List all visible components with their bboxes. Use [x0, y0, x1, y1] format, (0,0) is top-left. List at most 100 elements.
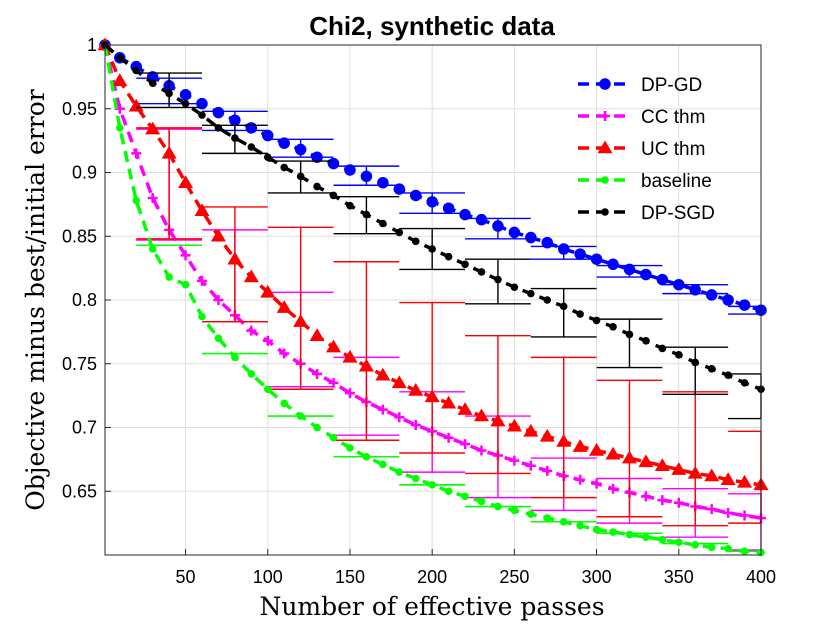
data-point-baseline [214, 334, 223, 343]
data-point-cc-thm [509, 455, 520, 466]
legend-label-dp-gd: DP-GD [641, 75, 702, 96]
data-point-dp-sgd [642, 337, 650, 345]
data-point-baseline [231, 353, 239, 362]
data-point-dp-sgd [411, 237, 420, 246]
data-point-baseline [691, 541, 700, 549]
data-point-uc-thm [145, 121, 161, 135]
data-point-uc-thm [260, 284, 276, 298]
data-point-uc-thm [687, 465, 703, 479]
data-point-dp-sgd [461, 260, 469, 269]
data-point-uc-thm [161, 145, 177, 159]
data-point-dp-gd [344, 164, 356, 176]
data-point-dp-sgd [148, 79, 157, 88]
data-point-uc-thm [704, 468, 720, 482]
data-point-dp-sgd [510, 283, 519, 292]
data-point-dp-gd [508, 226, 521, 239]
data-point-uc-thm [441, 395, 457, 409]
legend-label-cc-thm: CC thm [641, 107, 705, 128]
data-point-dp-gd [278, 137, 290, 149]
x-tick-label: 350 [664, 567, 694, 587]
y-tick-label: 0.8 [72, 290, 97, 310]
data-point-dp-gd [525, 231, 537, 244]
data-point-cc-thm [147, 193, 158, 203]
data-point-dp-gd [738, 299, 751, 311]
data-point-uc-thm [391, 375, 407, 389]
data-point-cc-thm [706, 504, 717, 515]
data-point-cc-thm [575, 474, 586, 485]
data-point-baseline [313, 423, 321, 432]
data-point-dp-sgd [428, 245, 436, 253]
data-point-cc-thm [344, 388, 355, 399]
series-dp-sgd [101, 41, 765, 420]
data-point-dp-sgd [543, 296, 552, 304]
data-point-uc-thm [194, 203, 210, 216]
data-point-dp-gd [311, 151, 323, 163]
data-point-dp-sgd [609, 322, 617, 331]
data-point-uc-thm [293, 314, 309, 327]
data-point-cc-thm [608, 483, 619, 494]
data-point-uc-thm [408, 383, 424, 396]
data-point-baseline [362, 453, 371, 461]
data-point-dp-gd [179, 88, 192, 101]
data-point-baseline [181, 280, 190, 289]
data-point-dp-gd [459, 208, 471, 221]
data-point-dp-gd [212, 106, 225, 119]
data-point-dp-sgd [329, 191, 338, 200]
data-point-dp-gd [673, 278, 685, 291]
x-tick-label: 300 [582, 567, 612, 587]
legend-label-uc-thm: UC thm [641, 139, 705, 160]
data-point-uc-thm [506, 418, 522, 432]
data-point-cc-thm [476, 445, 487, 456]
data-point-dp-gd [360, 170, 373, 183]
data-point-dp-sgd [346, 201, 354, 210]
data-point-baseline [428, 481, 436, 489]
data-point-uc-thm [424, 389, 440, 403]
data-point-cc-thm [640, 491, 651, 502]
data-point-uc-thm [342, 349, 358, 363]
data-point-dp-sgd [625, 330, 634, 339]
data-point-baseline [477, 497, 486, 506]
data-point-cc-thm [443, 432, 454, 443]
x-tick-label: 200 [417, 567, 447, 587]
data-point-uc-thm [112, 73, 128, 86]
data-point-baseline [461, 492, 469, 501]
data-point-uc-thm [671, 462, 687, 475]
data-point-cc-thm [312, 368, 323, 379]
data-point-dp-sgd [181, 99, 190, 108]
data-point-baseline [559, 518, 568, 526]
data-point-dp-sgd [707, 365, 716, 373]
data-point-baseline [132, 196, 141, 205]
data-point-cc-thm [246, 325, 257, 336]
data-point-uc-thm [490, 413, 506, 427]
data-point-uc-thm [227, 251, 243, 265]
y-tick-label: 0.65 [62, 481, 97, 501]
data-point-baseline [609, 528, 617, 536]
data-point-dp-gd [294, 143, 307, 156]
data-point-uc-thm [572, 439, 588, 452]
series-baseline [101, 41, 765, 557]
legend-label-dp-sgd: DP-SGD [641, 203, 715, 224]
data-point-uc-thm [243, 269, 259, 283]
data-point-dp-sgd [444, 252, 453, 261]
legend-marker-uc-thm [597, 140, 613, 154]
data-point-baseline [510, 506, 519, 515]
data-point-baseline [740, 547, 749, 555]
data-point-cc-thm [377, 404, 388, 415]
data-point-dp-sgd [165, 89, 173, 98]
data-point-dp-sgd [559, 302, 568, 311]
data-point-dp-sgd [198, 111, 206, 119]
data-point-baseline [165, 273, 173, 281]
data-point-dp-gd [393, 183, 406, 195]
axis-ticks: 50 100 150 200 250 300 350 400 0.65 0.7 0.75 0.8 0.8… [62, 35, 776, 587]
data-point-baseline [592, 525, 601, 534]
data-point-dp-sgd [527, 289, 535, 298]
legend: DP-GD CC thm UC thm baseline DP-SGD [578, 75, 715, 224]
data-point-cc-thm [394, 412, 405, 423]
legend-label-baseline: baseline [641, 171, 712, 192]
data-point-baseline [494, 502, 502, 511]
data-point-baseline [263, 385, 272, 394]
data-point-dp-gd [262, 129, 274, 142]
data-point-uc-thm [276, 300, 292, 313]
data-point-cc-thm [262, 335, 273, 346]
x-tick-label: 400 [746, 567, 776, 587]
